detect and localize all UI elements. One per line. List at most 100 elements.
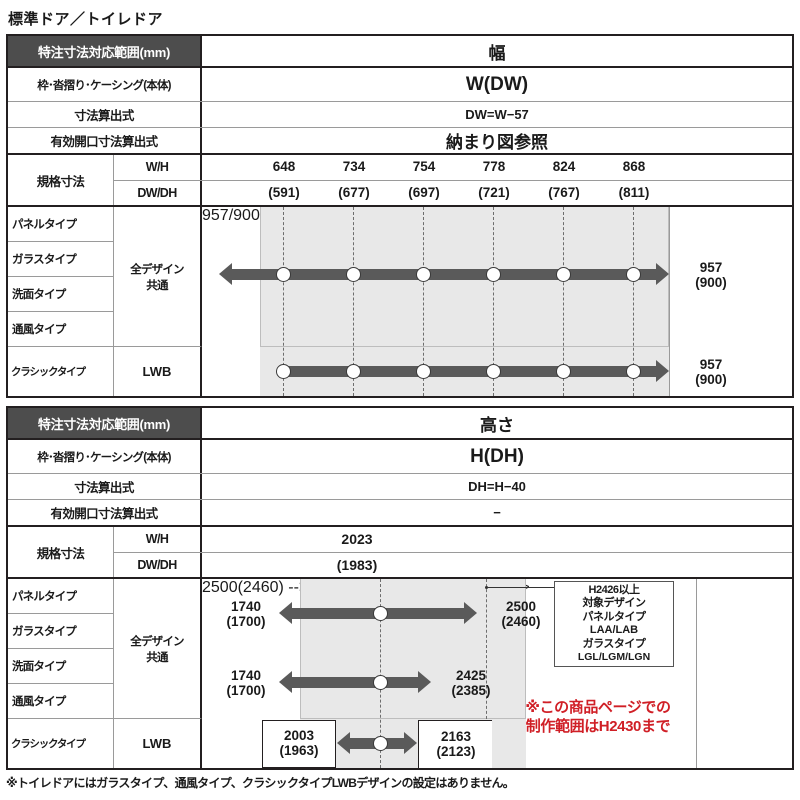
dwdh-value-1: (677): [338, 184, 370, 200]
type-classic-h: クラシックタイプ: [8, 719, 114, 768]
standard-size-values-h: W/H 2023 DW/DH (1983): [114, 527, 792, 577]
width-min-common-main: 597: [202, 261, 216, 276]
design-common-all-h: 全デザイン 共通: [114, 579, 202, 719]
design-lwb: LWB: [114, 347, 202, 396]
height-right-divider: [696, 579, 697, 768]
height-arrow-right-lwb: [404, 732, 417, 754]
width-arrow-right-lwb: [656, 360, 669, 382]
dwdh-values: (591) (677) (697) (721) (767) (811): [202, 181, 792, 206]
dwdh-row-h: DW/DH (1983): [114, 552, 792, 578]
height-type-column: パネルタイプ ガラスタイプ 洗面タイプ 通風タイプ クラシックタイプ: [8, 579, 114, 768]
design-common-line1: 全デザイン: [130, 263, 184, 276]
height-max-lwb-sub: (2123): [436, 743, 476, 759]
width-guide-754: [423, 207, 424, 396]
width-dot-lwb-1: [346, 364, 361, 379]
width-dot-lwb-3: [486, 364, 501, 379]
type-panel: パネルタイプ: [8, 207, 114, 242]
dwdh-row: DW/DH (591) (677) (697) (721) (767) (811…: [114, 180, 792, 206]
wh-label: W/H: [114, 155, 202, 180]
wh-value-4: 824: [552, 159, 576, 174]
wh-value-2: 754: [412, 159, 436, 174]
height-dot-upper: [373, 606, 388, 621]
height-arrow-left-upper: [279, 602, 292, 624]
type-ventilation: 通風タイプ: [8, 312, 114, 347]
height-max-upper-main: 2500: [505, 599, 537, 614]
standard-size-label-h: 規格寸法: [8, 527, 114, 577]
width-arrow-right-common: [656, 263, 669, 285]
dwdh-value-3: (721): [478, 184, 510, 200]
height-min-lwb: 2003 (1963): [262, 720, 336, 768]
height-min-lwb-main: 2003: [283, 728, 315, 744]
width-arrow-left-common: [219, 263, 232, 285]
height-max-upper-sub: (2460): [501, 613, 541, 629]
height-dimension-name: 高さ: [480, 415, 514, 435]
callout-line-4: LAA/LAB: [589, 624, 639, 637]
width-min-lwb-main: 648: [202, 358, 216, 373]
width-type-column: パネルタイプ ガラスタイプ 洗面タイプ 通風タイプ クラシックタイプ: [8, 207, 114, 396]
red-warning-line-2: 制作範囲はH2430まで: [525, 717, 671, 735]
width-guide-648: [283, 207, 284, 396]
width-dot-common-2: [416, 267, 431, 282]
height-max-lower-main: 2425: [455, 668, 487, 683]
height-opening-formula: −: [493, 505, 501, 520]
height-max-lwb: [418, 720, 492, 768]
width-range-bar-common: [232, 269, 656, 280]
height-callout-box: H2426以上 対象デザイン パネルタイプ LAA/LAB ガラスタイプ LGL…: [554, 581, 674, 667]
callout-line-6: LGL/LGM/LGN: [577, 651, 651, 664]
callout-line-5: ガラスタイプ: [582, 637, 646, 650]
design-lwb-h: LWB: [114, 719, 202, 768]
width-guide-734: [353, 207, 354, 396]
row-frame-h: 枠･沓摺り･ケーシング(本体) H(DH): [8, 440, 792, 474]
width-dimension-name: 幅: [488, 43, 506, 63]
callout-line-2: 対象デザイン: [582, 597, 647, 610]
wh-values-h: 2023: [202, 527, 792, 552]
red-warning-line-1: ※この商品ページでの: [525, 699, 671, 716]
height-arrow-right-lower: [418, 671, 431, 693]
height-max-lower-sub: (2385): [451, 682, 491, 698]
height-min-lower: 1740 (1700): [210, 668, 282, 698]
width-dot-lwb-4: [556, 364, 571, 379]
height-min-lower-sub: (1700): [226, 682, 266, 698]
width-dot-common-0: [276, 267, 291, 282]
height-red-warning: ※この商品ページでの 制作範囲はH2430まで: [498, 699, 698, 737]
row-opening-formula: 有効開口寸法算出式 納まり図参照: [8, 128, 792, 155]
callout-line-3: パネルタイプ: [582, 610, 647, 623]
width-dot-lwb-0: [276, 364, 291, 379]
design-common-line2: 共通: [146, 279, 168, 292]
height-arrow-right-upper: [464, 602, 477, 624]
width-max-lwb: 957 (900): [676, 357, 746, 387]
width-body: パネルタイプ ガラスタイプ 洗面タイプ 通風タイプ クラシックタイプ 全デザイン…: [8, 207, 792, 396]
height-min-upper: 1740 (1700): [210, 599, 282, 629]
type-washbasin-h: 洗面タイプ: [8, 649, 114, 684]
width-guide-824: [563, 207, 564, 396]
dwdh-label: DW/DH: [114, 180, 202, 205]
design-common-all: 全デザイン 共通: [114, 207, 202, 347]
type-glass-h: ガラスタイプ: [8, 614, 114, 649]
height-max-upper: 2500 (2460): [485, 599, 557, 629]
height-leader-dot: [485, 586, 488, 589]
width-max-common: 957 (900): [676, 260, 746, 290]
wh-row-h: W/H 2023: [114, 527, 792, 553]
width-dot-common-5: [626, 267, 641, 282]
opening-formula-row-label: 有効開口寸法算出式: [8, 128, 202, 153]
dwdh-values-h: (1983): [202, 553, 792, 578]
width-min-common: 597 (540): [202, 261, 216, 290]
height-guide-2023: [380, 579, 381, 768]
type-ventilation-h: 通風タイプ: [8, 684, 114, 719]
width-dot-common-1: [346, 267, 361, 282]
height-range-bar-lower: [292, 677, 418, 688]
width-guide-778: [493, 207, 494, 396]
row-range-header-h: 特注寸法対応範囲(mm) 高さ: [8, 408, 792, 440]
range-header-label-h: 特注寸法対応範囲(mm): [8, 408, 202, 438]
frame-row-label: 枠･沓摺り･ケーシング(本体): [8, 68, 202, 101]
formula-row-label-h: 寸法算出式: [8, 474, 202, 499]
type-glass: ガラスタイプ: [8, 242, 114, 277]
width-min-lwb: 648 (591): [202, 358, 216, 387]
width-dot-lwb-5: [626, 364, 641, 379]
width-spec-table: 特注寸法対応範囲(mm) 幅 枠･沓摺り･ケーシング(本体) W(DW) 寸法算…: [6, 34, 794, 398]
height-leader-line: [487, 587, 555, 588]
width-min-lwb-sub: (591): [202, 373, 216, 388]
formula-row-label: 寸法算出式: [8, 102, 202, 127]
width-max-lwb-sub: (900): [695, 371, 727, 387]
